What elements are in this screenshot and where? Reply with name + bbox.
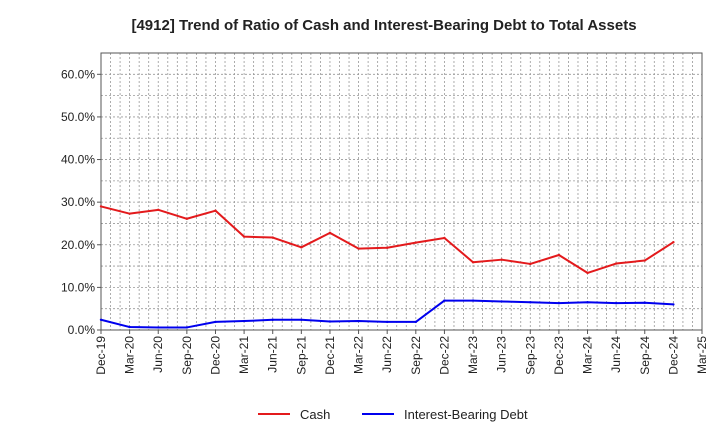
data-point [185,217,189,220]
data-point [214,209,217,212]
x-tick-label: Dec-19 [94,336,108,375]
x-tick-label: Mar-24 [581,336,595,374]
x-tick-label: Dec-23 [552,336,566,375]
data-point [529,301,532,304]
x-tick-label: Mar-20 [123,336,137,374]
x-tick-label: Jun-23 [495,336,509,373]
legend: Cash Interest-Bearing Debt [258,407,528,422]
x-tick-label: Dec-21 [323,336,337,375]
plot-area [100,52,703,331]
series-layer [99,205,675,329]
y-tick-label: 20.0% [61,238,95,252]
y-tick-label: 10.0% [61,280,95,294]
x-tick-label: Jun-24 [609,336,623,373]
x-tick-label: Sep-23 [523,336,537,375]
x-tick-label: Mar-25 [695,336,709,374]
data-point [529,262,532,266]
data-point [614,301,618,305]
data-point [643,301,646,304]
x-tick-label: Mar-21 [237,336,251,374]
x-tick-label: Jun-21 [266,336,280,373]
data-point [300,318,303,321]
data-point [586,301,589,304]
grid [101,53,702,330]
data-point [443,299,446,302]
data-point [557,301,561,305]
x-axis: Dec-19 Mar-20 Jun-20 Sep-20 Dec-20 Mar-21 Jun-… [94,330,709,375]
chart-title: [4912] Trend of Ratio of Cash and Intere… [131,17,636,34]
data-point [500,258,503,261]
x-tick-label: Dec-24 [666,336,680,375]
y-axis: 0.0% 10.0% 20.0% 30.0% 40.0% 50.0% 60.0% [61,67,101,337]
data-point [328,320,332,323]
data-point [672,241,675,244]
y-tick-label: 50.0% [61,110,95,124]
data-point [300,246,303,249]
x-tick-label: Sep-20 [180,336,194,375]
legend-label-interest-bearing-debt: Interest-Bearing Debt [404,407,528,422]
data-point [614,262,618,265]
x-tick-label: Jun-20 [151,336,165,373]
data-point [185,326,189,329]
data-point [557,253,561,257]
data-point [500,300,503,303]
legend-label-cash: Cash [300,407,330,422]
data-point [214,320,217,324]
y-tick-label: 40.0% [61,153,95,167]
data-point [242,319,246,323]
data-point [242,235,246,238]
y-tick-label: 60.0% [61,67,95,81]
y-tick-label: 0.0% [68,323,96,337]
data-point [586,271,589,275]
x-tick-label: Sep-22 [409,336,423,375]
data-point [471,299,475,302]
data-point [328,231,332,235]
data-point [357,247,360,250]
data-point [128,212,131,215]
data-point [471,261,475,264]
data-point [99,318,103,321]
y-tick-label: 30.0% [61,195,95,209]
data-point [385,320,389,324]
data-point [271,236,274,239]
data-point [271,318,274,321]
data-point [414,241,418,244]
data-point [157,208,160,212]
data-point [672,303,675,306]
x-tick-label: Mar-23 [466,336,480,374]
data-point [99,205,103,208]
data-point [385,246,389,249]
data-point [157,326,160,329]
data-point [357,319,360,323]
x-tick-label: Dec-20 [208,336,222,375]
x-tick-label: Mar-22 [352,336,366,374]
x-tick-label: Dec-22 [437,336,451,375]
x-tick-label: Sep-24 [638,336,652,375]
data-point [443,236,446,240]
data-point [128,325,131,329]
data-point [414,320,418,324]
data-point [643,259,646,262]
x-tick-label: Jun-22 [380,336,394,373]
x-tick-label: Sep-21 [294,336,308,375]
